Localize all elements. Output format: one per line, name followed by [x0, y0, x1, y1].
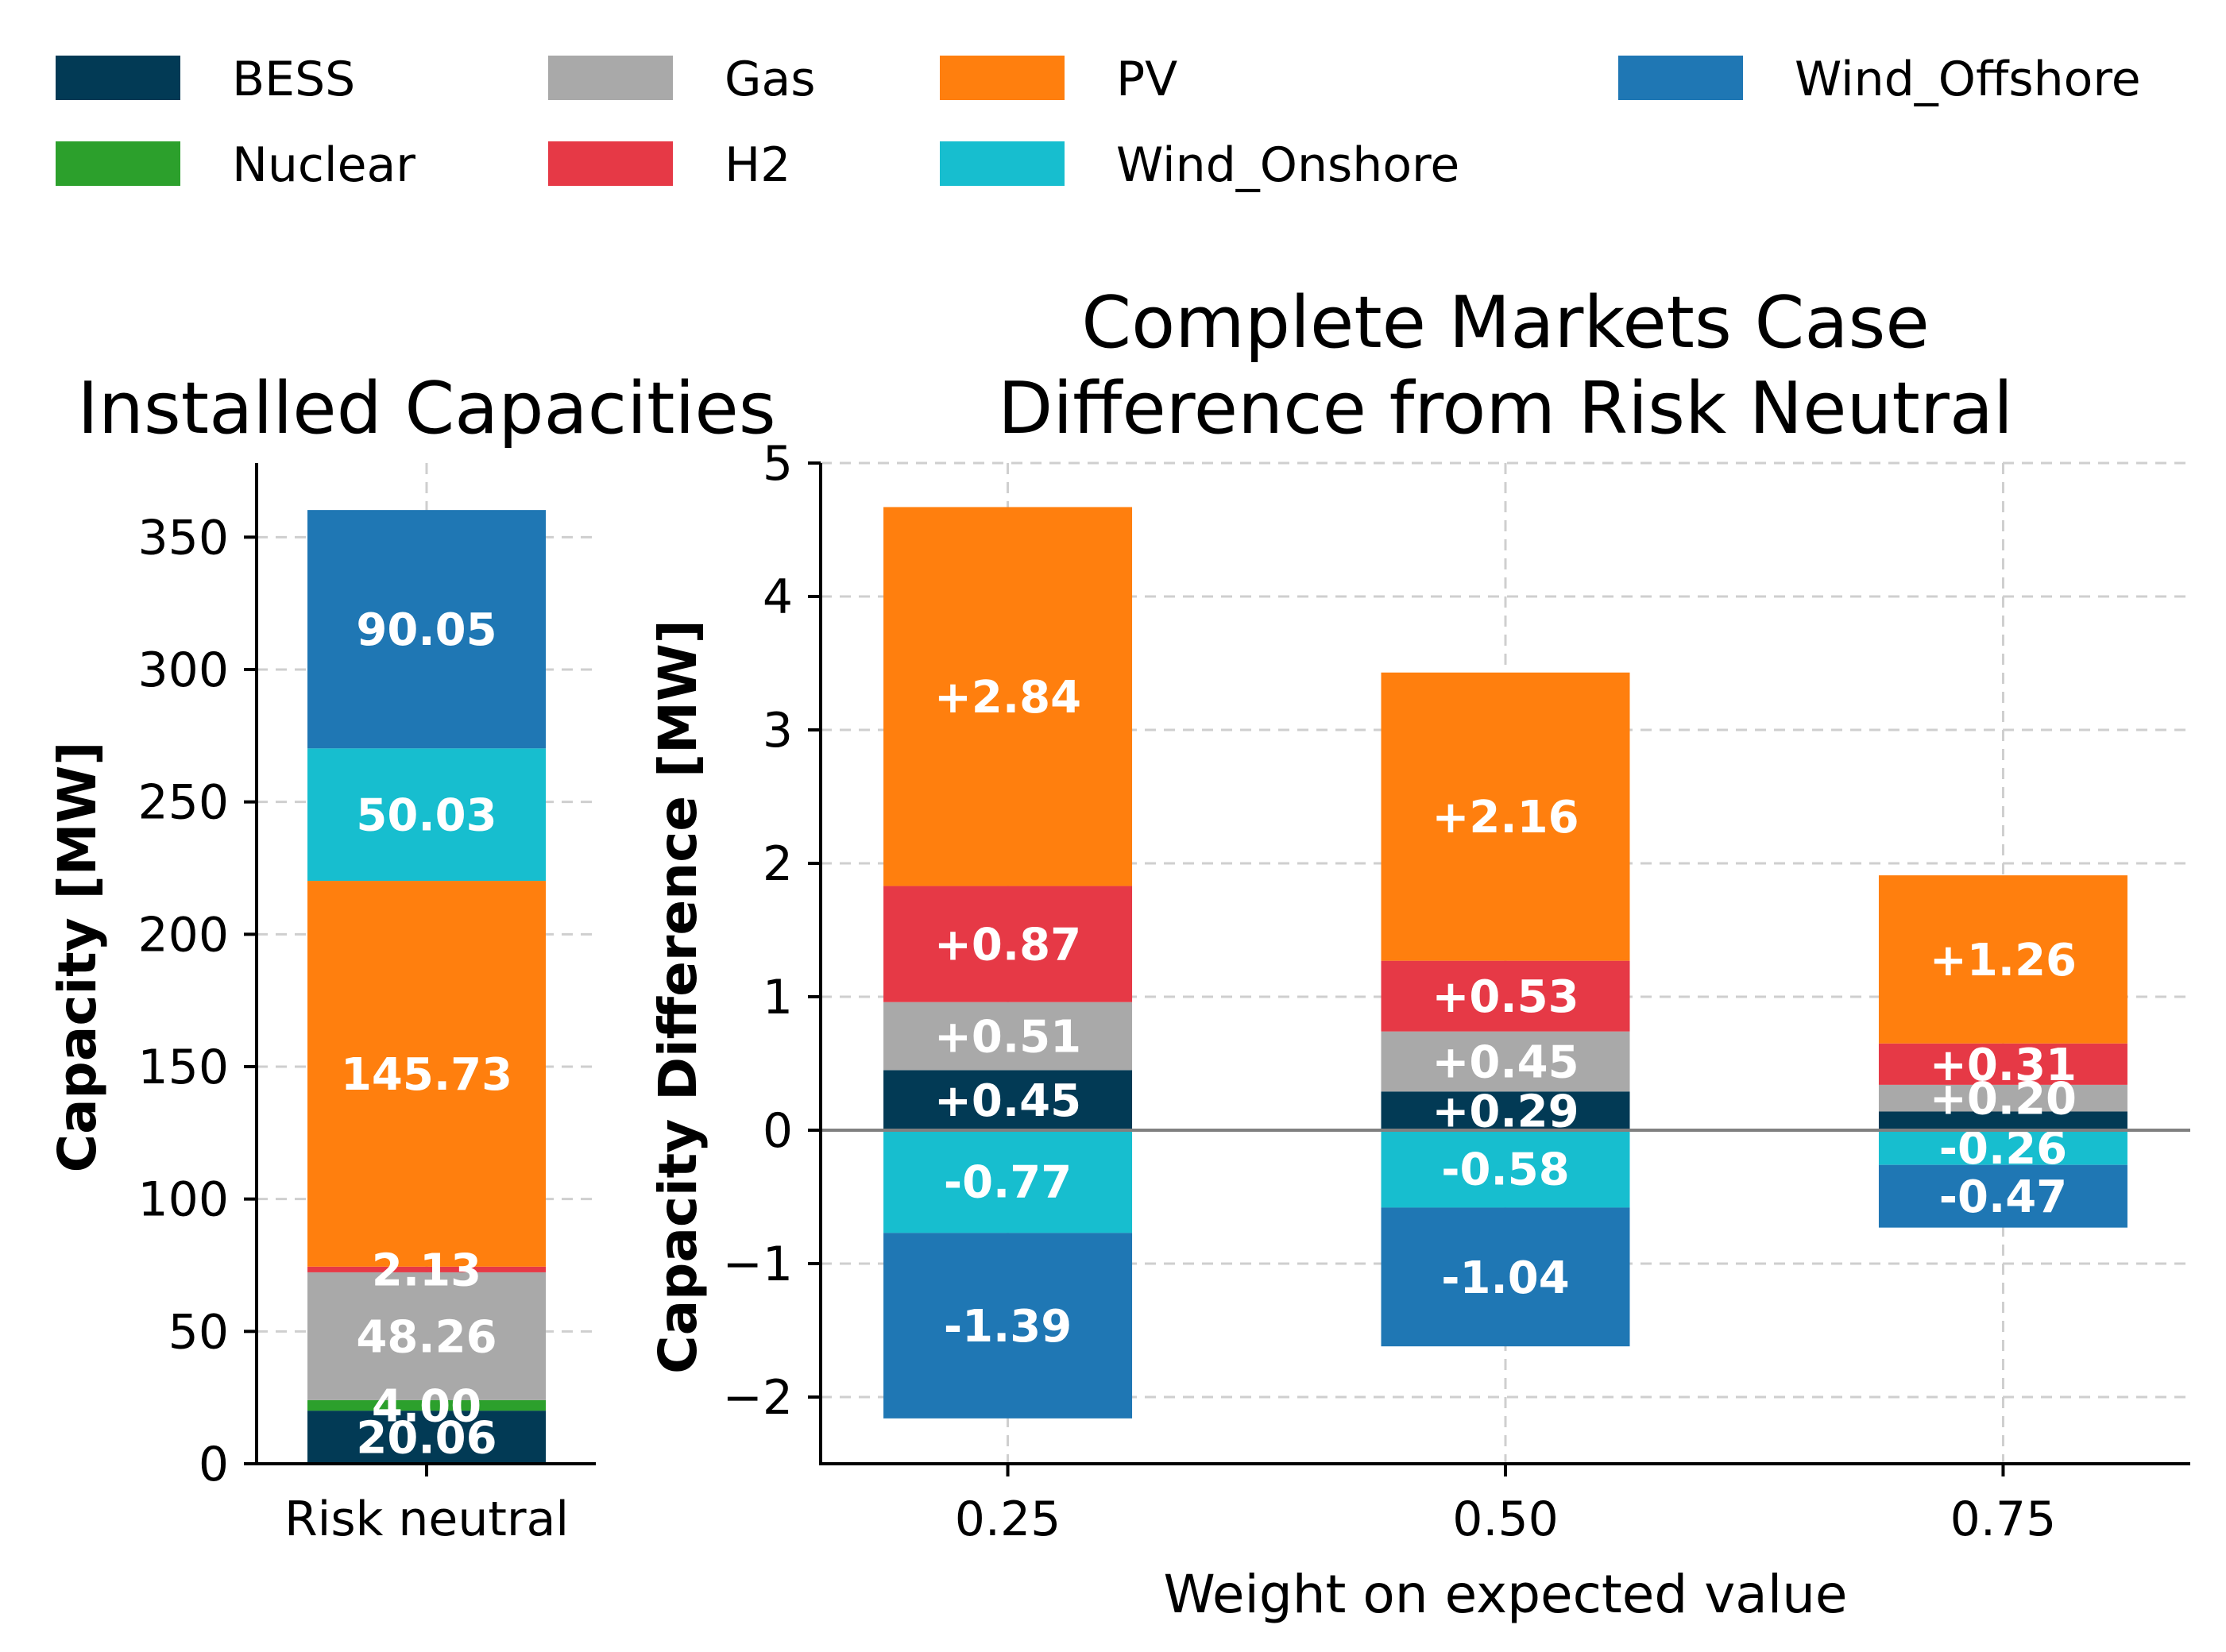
left-bar-label-h2: 2.13	[372, 1245, 481, 1296]
right-bar-label-gas-0-75: +0.20	[1930, 1074, 2077, 1125]
right-bar-pv-0-50	[1381, 672, 1630, 961]
legend-label-h2: H2	[725, 137, 790, 193]
right-bar-label-gas-0-50: +0.45	[1432, 1036, 1579, 1088]
right-x-tick-label: 0.50	[1452, 1492, 1559, 1547]
right-bar-wind-offshore-0-25	[883, 1233, 1133, 1418]
left-bar-h2	[307, 1266, 546, 1272]
right-y-tick-label: 4	[763, 569, 793, 625]
right-y-tick-label: 1	[763, 970, 793, 1025]
right-chart-title-line-1: Complete Markets Case	[1081, 281, 1929, 365]
right-x-axis-label: Weight on expected value	[1163, 1564, 1847, 1625]
left-y-tick-label: 100	[137, 1172, 229, 1228]
difference-chart: +0.45+0.51+0.87+2.84-0.77-1.39+0.29+0.45…	[647, 281, 2190, 1625]
right-bar-gas-0-75	[1878, 1084, 2127, 1112]
left-chart-title: Installed Capacities	[77, 367, 775, 450]
right-y-tick-label: 2	[763, 836, 793, 892]
legend-label-pv: PV	[1116, 52, 1177, 107]
right-y-tick-label: −1	[723, 1237, 793, 1292]
left-bars: 20.064.00 48.26 2.13 145.73 50.03 90.05	[307, 510, 546, 1465]
left-y-tick-label: 150	[137, 1040, 229, 1095]
right-y-tick-label: 3	[763, 703, 793, 758]
right-bar-bess-0-50	[1381, 1091, 1630, 1130]
left-bar-label-gas: 48.26	[356, 1311, 497, 1363]
left-bar-wind-onshore	[307, 748, 546, 882]
left-y-tick-label: 200	[137, 907, 229, 963]
left-bar-label-nuclear: 4.00	[372, 1380, 481, 1432]
left-y-tick-label: 0	[199, 1437, 229, 1492]
right-bar-wind-onshore-0-25	[883, 1130, 1133, 1233]
right-bar-wind-offshore-0-75	[1878, 1164, 2127, 1228]
legend-swatch-gas	[548, 56, 673, 100]
left-x-tick-label: Risk neutral	[284, 1492, 569, 1547]
left-bar-label-pv: 145.73	[341, 1049, 512, 1101]
right-x-tick-label: 0.75	[1950, 1492, 2057, 1547]
right-bar-label-h2-0-50: +0.53	[1432, 971, 1579, 1023]
left-bar-bess	[307, 1411, 546, 1464]
right-bar-h2-0-75	[1878, 1043, 2127, 1085]
legend-swatch-h2	[548, 141, 673, 186]
right-bar-bess-0-25	[883, 1070, 1133, 1130]
right-bar-label-pv-0-50: +2.16	[1432, 792, 1579, 843]
right-y-tick-label: 5	[763, 436, 793, 492]
right-y-axis-label: Capacity Difference [MW]	[647, 620, 709, 1374]
right-bar-h2-0-25	[883, 886, 1133, 1002]
right-bar-label-wind-offshore-0-50: -1.04	[1441, 1253, 1569, 1304]
right-bar-label-wind-onshore-0-50: -0.58	[1441, 1144, 1569, 1196]
left-bar-wind-offshore	[307, 510, 546, 749]
right-bar-gas-0-25	[883, 1002, 1133, 1071]
legend-swatch-wind-onshore	[940, 141, 1065, 186]
legend-swatch-nuclear	[56, 141, 180, 186]
right-bar-wind-onshore-0-75	[1878, 1130, 2127, 1165]
right-chart-title-line-2: Difference from Risk Neutral	[998, 367, 2013, 450]
left-bar-pv	[307, 881, 546, 1267]
right-y-tick-label: −2	[723, 1370, 793, 1426]
legend-label-bess: BESS	[232, 52, 355, 107]
right-bar-label-h2-0-75: +0.31	[1930, 1040, 2077, 1091]
right-bar-label-pv-0-25: +2.84	[934, 672, 1081, 724]
left-y-tick-label: 250	[137, 775, 229, 831]
right-bar-pv-0-25	[883, 507, 1133, 886]
right-bar-label-gas-0-25: +0.51	[934, 1012, 1081, 1063]
legend-swatch-pv	[940, 56, 1065, 100]
right-y-tick-label: 0	[763, 1103, 793, 1159]
right-bar-wind-onshore-0-50	[1381, 1130, 1630, 1208]
right-bar-label-h2-0-25: +0.87	[934, 920, 1081, 971]
left-bar-nuclear	[307, 1399, 546, 1411]
right-bar-pv-0-75	[1878, 875, 2127, 1044]
legend-swatch-bess	[56, 56, 180, 100]
right-bar-label-wind-onshore-0-25: -0.77	[944, 1157, 1072, 1209]
right-bar-label-bess-0-25: +0.45	[934, 1075, 1081, 1127]
right-bars: +0.45+0.51+0.87+2.84-0.77-1.39+0.29+0.45…	[883, 507, 2127, 1418]
left-y-tick-label: 350	[137, 510, 229, 565]
legend-label-gas: Gas	[725, 52, 816, 107]
left-bar-label-bess: 20.06	[356, 1413, 497, 1465]
legend-label-nuclear: Nuclear	[232, 137, 415, 193]
right-bar-gas-0-50	[1381, 1031, 1630, 1092]
left-y-axis-label: Capacity [MW]	[47, 742, 108, 1173]
installed-capacities-chart: 20.064.00 48.26 2.13 145.73 50.03 90.05 0 50 10…	[47, 367, 776, 1547]
left-bar-label-wind-offshore: 90.05	[356, 604, 497, 656]
right-bar-label-wind-offshore-0-25: -1.39	[944, 1301, 1072, 1353]
left-y-tick-label: 50	[168, 1304, 229, 1360]
right-bar-bess-0-75	[1878, 1111, 2127, 1130]
left-y-tick-label: 300	[137, 643, 229, 698]
left-axes: 0 50 100 150 200 250 300 350 Risk neutral	[137, 463, 596, 1547]
right-axes: −2 −1 0 1 2 3 4 5 0.25 0.50 0.75	[723, 436, 2190, 1547]
legend-swatch-wind-offshore	[1618, 56, 1743, 100]
right-bar-label-pv-0-75: +1.26	[1930, 935, 2077, 986]
left-bar-gas	[307, 1272, 546, 1400]
left-bar-label-wind-onshore: 50.03	[356, 790, 497, 842]
legend-label-wind-offshore: Wind_Offshore	[1795, 52, 2141, 107]
legend: BESS Gas PV Wind_Offshore Nuclear H2 Wind_Onsh…	[56, 52, 2141, 193]
right-bar-wind-offshore-0-50	[1381, 1207, 1630, 1347]
legend-label-wind-onshore: Wind_Onshore	[1116, 137, 1459, 193]
right-bar-label-wind-offshore-0-75: -0.47	[1939, 1171, 2067, 1223]
right-x-tick-label: 0.25	[955, 1492, 1061, 1547]
right-bar-h2-0-50	[1381, 960, 1630, 1032]
